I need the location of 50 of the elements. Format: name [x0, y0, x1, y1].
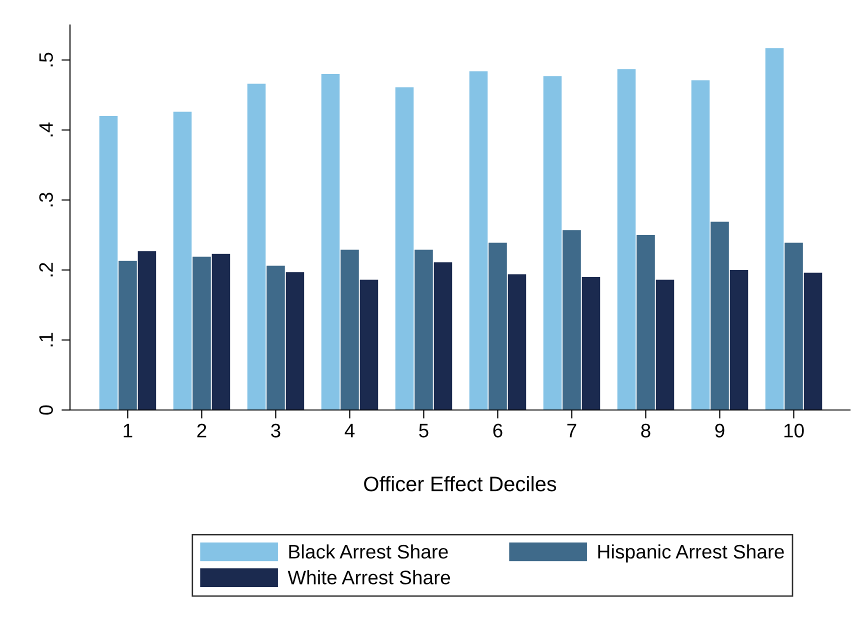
- bar: [138, 251, 156, 410]
- x-tick-label: 8: [641, 424, 650, 438]
- bar: [617, 69, 636, 410]
- bar: [469, 71, 488, 410]
- y-tick-label: .1: [39, 332, 53, 346]
- bar: [360, 280, 378, 410]
- legend-label: Black Arrest Share: [289, 544, 448, 559]
- bar: [286, 272, 304, 410]
- bar: [543, 76, 562, 410]
- y-tick-label: .3: [39, 192, 53, 206]
- x-axis-title: Officer Effect Deciles: [364, 476, 556, 492]
- x-tick-label: 9: [715, 424, 724, 438]
- bar: [582, 277, 600, 410]
- bar: [414, 250, 433, 410]
- bar: [212, 254, 230, 410]
- bar: [656, 280, 674, 410]
- bar: [562, 230, 581, 410]
- legend-label: White Arrest Share: [288, 570, 450, 584]
- y-tick-label: .4: [39, 122, 53, 136]
- bar: [636, 235, 655, 410]
- x-tick-label: 3: [271, 424, 280, 438]
- bar: [765, 48, 784, 410]
- x-tick-label: 7: [567, 424, 576, 438]
- x-tick-label: 6: [493, 424, 502, 438]
- bar: [730, 270, 748, 410]
- bar: [395, 87, 414, 410]
- x-tick-label: 10: [784, 424, 804, 438]
- bar: [192, 256, 211, 410]
- y-tick-label: .5: [39, 52, 53, 66]
- bar: [804, 272, 822, 410]
- y-tick-label: .2: [39, 262, 53, 276]
- bar: [247, 84, 266, 410]
- bar: [173, 112, 192, 410]
- y-tick-label: 0: [39, 405, 53, 415]
- legend-label: Hispanic Arrest Share: [598, 544, 784, 562]
- bar: [508, 274, 526, 410]
- bar: [784, 242, 803, 410]
- bar: [340, 250, 359, 410]
- bar: [321, 74, 340, 410]
- x-tick-label: 4: [344, 424, 355, 438]
- bar: [434, 262, 452, 410]
- x-tick-label: 2: [197, 424, 206, 438]
- x-tick-label: 1: [124, 424, 132, 438]
- bar: [118, 260, 137, 410]
- bar: [266, 266, 285, 410]
- x-tick-label: 5: [419, 424, 428, 438]
- bar: [488, 242, 507, 410]
- bar: [99, 116, 118, 410]
- bar: [710, 222, 729, 410]
- bar: [691, 80, 710, 410]
